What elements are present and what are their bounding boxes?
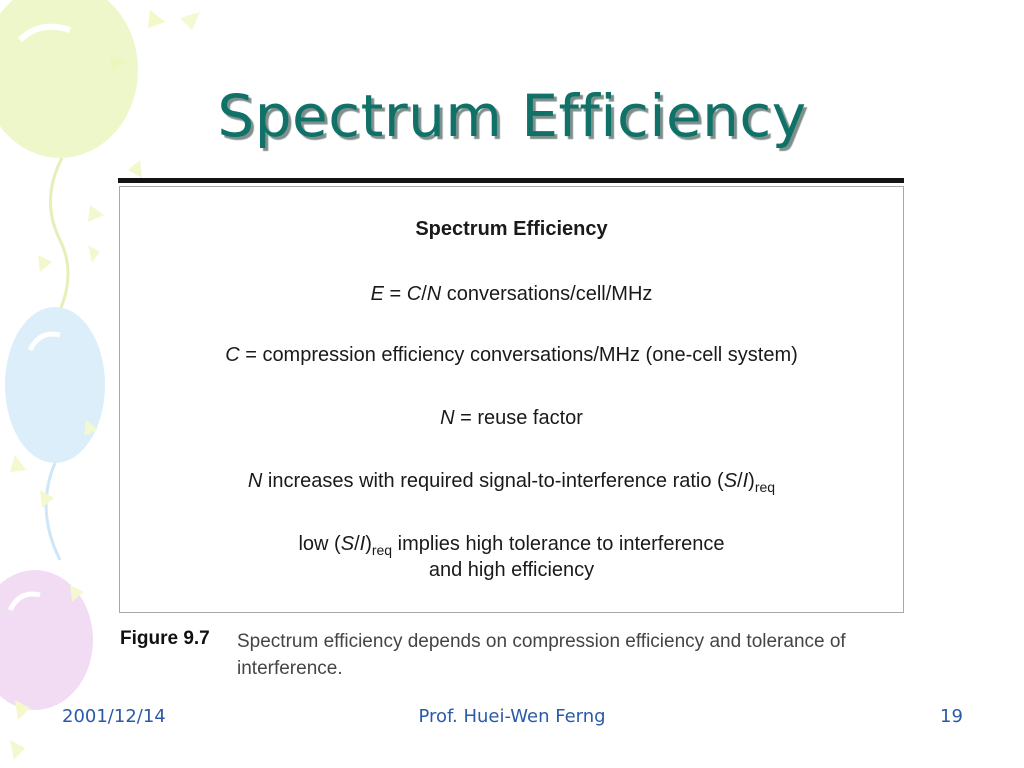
equation-e: E = C/N conversations/cell/MHz (370, 283, 653, 305)
caption-label: Figure 9.7 (120, 628, 210, 649)
figure-box: Spectrum Efficiency E = C/N conversation… (119, 186, 904, 613)
tolerance-note-cont: and high efficiency (428, 559, 595, 581)
var-n: N (440, 407, 455, 429)
equation-c: C = compression efficiency conversations… (225, 344, 798, 366)
tolerance-note: low (S/I)req implies high tolerance to i… (298, 533, 725, 558)
var-c: C (225, 344, 240, 366)
equation-n: N = reuse factor (440, 407, 583, 429)
figure-heading: Spectrum Efficiency (415, 218, 608, 240)
slide-title: Spectrum Efficiency (217, 82, 807, 150)
slide-number: 19 (940, 706, 963, 727)
reuse-factor-note: N increases with required signal-to-inte… (247, 470, 776, 495)
caption-text: Spectrum efficiency depends on compressi… (237, 631, 846, 679)
var-e: E (370, 283, 384, 305)
footer-date: 2001/12/14 (62, 706, 166, 727)
figure-top-rule (118, 178, 904, 183)
footer-author: Prof. Huei-Wen Ferng (418, 706, 606, 727)
